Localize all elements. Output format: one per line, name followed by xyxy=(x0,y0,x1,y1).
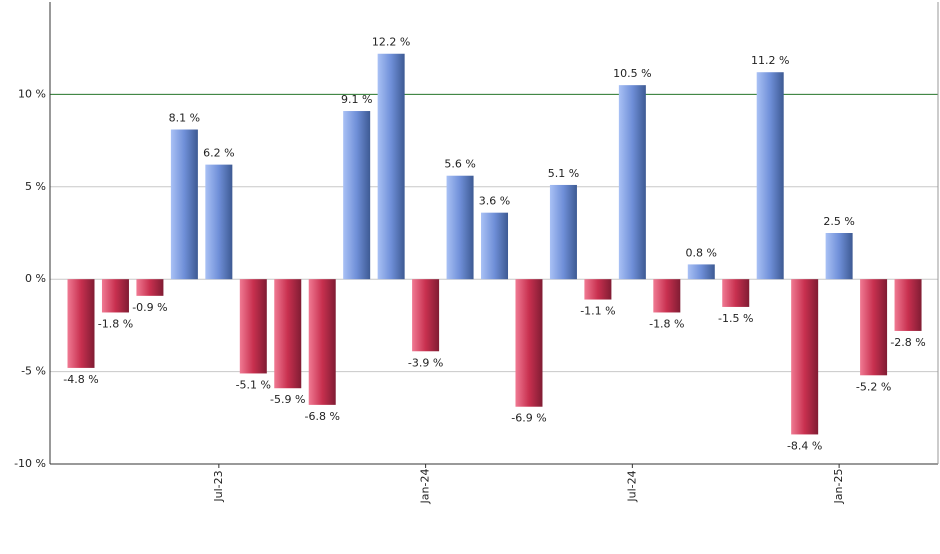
value-label: -2.8 % xyxy=(890,336,925,349)
y-tick-label: -10 % xyxy=(14,457,46,470)
value-label: 11.2 % xyxy=(751,54,789,67)
bar xyxy=(67,279,95,368)
bar xyxy=(446,175,474,280)
bar xyxy=(205,164,233,280)
value-label: -4.8 % xyxy=(63,373,98,386)
value-label: 12.2 % xyxy=(372,36,410,49)
bar xyxy=(343,111,371,280)
y-tick-label: 0 % xyxy=(25,272,46,285)
bar xyxy=(239,279,267,374)
y-tick-label: 10 % xyxy=(18,87,46,100)
bar xyxy=(515,279,543,407)
bar xyxy=(860,279,888,376)
value-label: -5.9 % xyxy=(270,393,305,406)
bar xyxy=(308,279,336,405)
value-label: 2.5 % xyxy=(823,215,854,228)
x-tick-label: Jan-24 xyxy=(419,469,432,505)
bar xyxy=(584,279,612,300)
bar xyxy=(894,279,922,331)
y-tick-label: 5 % xyxy=(25,180,46,193)
value-label: -5.2 % xyxy=(856,380,891,393)
bar xyxy=(653,279,681,313)
bar xyxy=(377,53,405,280)
value-label: -8.4 % xyxy=(787,439,822,452)
x-tick-label: Jul-23 xyxy=(212,470,225,502)
bar xyxy=(687,264,715,280)
value-label: 9.1 % xyxy=(341,93,372,106)
value-label: 5.6 % xyxy=(444,158,475,171)
value-label: -1.1 % xyxy=(580,305,615,318)
bar xyxy=(412,279,440,352)
value-label: 8.1 % xyxy=(169,112,200,125)
bar xyxy=(618,85,646,280)
x-tick-label: Jul-24 xyxy=(625,470,638,502)
value-label: 10.5 % xyxy=(613,67,651,80)
value-label: -1.8 % xyxy=(98,317,133,330)
value-label: -0.9 % xyxy=(132,301,167,314)
value-label: -5.1 % xyxy=(236,378,271,391)
bar xyxy=(549,184,577,280)
x-tick-label: Jan-25 xyxy=(832,469,845,505)
value-label: -6.9 % xyxy=(511,412,546,425)
bar xyxy=(136,279,164,296)
y-tick-label: -5 % xyxy=(21,365,46,378)
value-label: 0.8 % xyxy=(686,246,717,259)
value-label: -3.9 % xyxy=(408,356,443,369)
bar xyxy=(481,212,509,280)
bar xyxy=(756,72,784,280)
bar xyxy=(170,129,198,280)
bar xyxy=(791,279,819,435)
bar xyxy=(825,233,853,280)
value-label: -1.8 % xyxy=(649,317,684,330)
value-label: -6.8 % xyxy=(305,410,340,423)
bar xyxy=(101,279,129,313)
value-label: 6.2 % xyxy=(203,147,234,160)
bar xyxy=(722,279,750,307)
value-label: -1.5 % xyxy=(718,312,753,325)
value-label: 3.6 % xyxy=(479,195,510,208)
value-label: 5.1 % xyxy=(548,167,579,180)
bar xyxy=(274,279,302,389)
